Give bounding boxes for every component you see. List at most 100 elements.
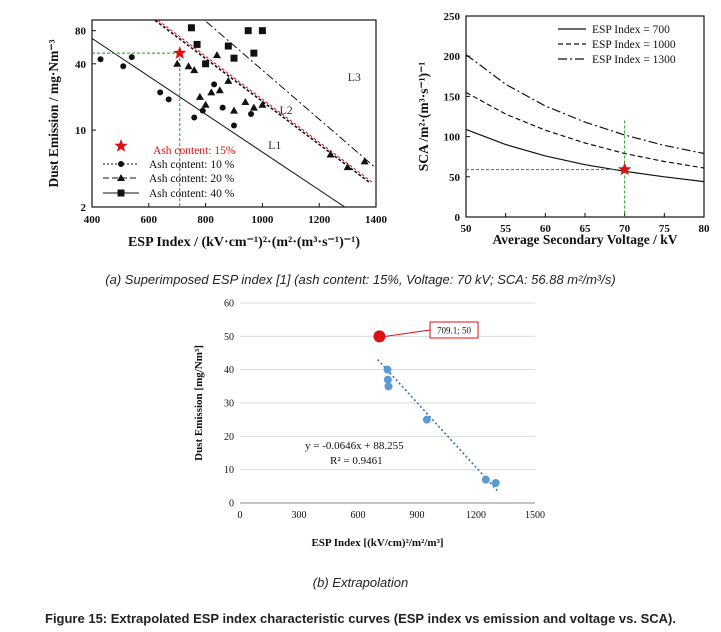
marker-triangle	[184, 62, 193, 70]
y-tick-label: 40	[75, 59, 87, 71]
marker-circle	[199, 107, 206, 114]
y-tick-label: 200	[444, 51, 461, 63]
x-tick-label: 0	[238, 510, 243, 521]
marker-circle	[211, 81, 218, 88]
marker-square	[230, 54, 238, 62]
line-L2-red	[156, 20, 374, 184]
y-axis-title: SCA /m²·(m³·s⁻¹)⁻¹	[416, 62, 431, 172]
y-tick-label: 50	[449, 172, 461, 184]
marker-triangle	[224, 76, 233, 84]
trendline	[377, 359, 499, 492]
marker-star	[173, 46, 187, 59]
trend-equation: y = -0.0646x + 88.255	[305, 440, 404, 452]
y-tick-label: 2	[81, 202, 87, 214]
annotation-L3: L3	[348, 70, 361, 84]
data-point	[383, 365, 392, 374]
x-tick-label: 1200	[308, 214, 331, 226]
marker-triangle	[343, 163, 352, 171]
y-axis-title: Dust Emission [mg/Nm³]	[193, 345, 205, 461]
marker-triangle	[241, 97, 250, 105]
marker-triangle	[258, 100, 267, 108]
data-point	[384, 382, 393, 391]
y-tick-label: 0	[229, 499, 234, 510]
annotation-L1: L1	[268, 138, 281, 152]
legend-marker-star	[114, 139, 128, 152]
marker-circle	[231, 122, 237, 129]
series-line-1	[465, 91, 705, 169]
legend-marker-triangle	[117, 174, 125, 181]
line-L2-outer	[153, 20, 371, 184]
marker-star	[618, 162, 632, 176]
y-tick-label: 30	[224, 399, 234, 410]
legend-marker-square	[117, 189, 125, 197]
chart-a-left: 400 600 800 1000 1200 1400 2 10 40 80 ESP Index / …	[46, 19, 388, 250]
x-tick-label: 600	[351, 510, 366, 521]
x-axis-title: ESP Index / (kV·cm⁻¹)²·(m²·(m³·s⁻¹)⁻¹)	[128, 235, 360, 250]
highlight-point	[373, 330, 386, 343]
marker-triangle	[212, 51, 221, 59]
annotation-L2: L2	[279, 103, 292, 117]
x-tick-label: 70	[619, 223, 631, 235]
marker-square	[224, 42, 232, 50]
marker-square	[250, 49, 258, 57]
legend-label: Ash content: 20 %	[149, 173, 235, 185]
x-tick-label: 900	[410, 510, 425, 521]
y-tick-label: 20	[224, 432, 234, 443]
x-tick-label: 400	[84, 214, 101, 226]
marker-square	[187, 24, 195, 32]
data-point	[383, 375, 392, 384]
caption-a: (a) Superimposed ESP index [1] (ash cont…	[105, 272, 616, 287]
legend-label: Ash content: 15%	[153, 145, 236, 157]
marker-circle	[157, 89, 164, 96]
marker-circle	[97, 56, 104, 63]
legend-label: ESP Index = 1300	[592, 54, 676, 66]
marker-triangle	[207, 88, 216, 96]
x-tick-label: 1500	[525, 510, 545, 521]
x-tick-label: 75	[659, 223, 671, 235]
marker-triangle	[195, 92, 204, 100]
marker-triangle	[173, 59, 182, 67]
x-tick-label: 1400	[365, 214, 388, 226]
plot-area	[92, 20, 376, 207]
legend-label: Ash content: 40 %	[149, 188, 235, 200]
legend: Ash content: 15% Ash content: 10 % Ash con…	[103, 139, 236, 200]
series-line-2	[465, 54, 705, 155]
x-tick-label: 800	[197, 214, 214, 226]
marker-triangle	[215, 86, 224, 94]
data-point	[422, 415, 431, 424]
marker-triangle	[249, 103, 258, 111]
trend-r2: R² = 0.9461	[330, 455, 383, 467]
series-line-0	[465, 128, 705, 183]
legend-marker-circle	[118, 161, 124, 167]
y-axis-title: Dust Emission / mg·Nm⁻³	[46, 39, 61, 187]
x-axis-title: ESP Index [(kV/cm)²/m²/m³]	[311, 537, 443, 549]
marker-triangle	[230, 106, 238, 114]
x-tick-label: 1200	[466, 510, 486, 521]
x-tick-label: 600	[141, 214, 158, 226]
x-axis-title: Average Secondary Voltage / kV	[493, 232, 678, 247]
callout-box	[429, 321, 479, 339]
marker-square	[258, 27, 266, 35]
data-point	[481, 475, 490, 484]
line-L1	[92, 38, 346, 207]
y-tick-label: 250	[444, 11, 461, 23]
marker-triangle	[326, 150, 335, 158]
legend-label: Ash content: 10 %	[149, 159, 235, 171]
x-tick-label: 300	[292, 510, 307, 521]
x-tick-label: 80	[699, 223, 711, 235]
legend: ESP Index = 700 ESP Index = 1000 ESP Index…	[553, 20, 701, 68]
y-tick-label: 50	[224, 332, 234, 343]
y-tick-label: 150	[444, 91, 461, 103]
figure-caption: Figure 15: Extrapolated ESP index charac…	[45, 611, 676, 626]
marker-circle	[165, 96, 172, 103]
data-point	[491, 479, 500, 487]
marker-circle	[219, 104, 226, 111]
x-tick-label: 55	[500, 223, 512, 235]
marker-triangle	[360, 157, 369, 165]
marker-circle	[120, 63, 127, 70]
caption-b: (b) Extrapolation	[312, 575, 409, 590]
y-tick-label: 100	[444, 132, 461, 144]
